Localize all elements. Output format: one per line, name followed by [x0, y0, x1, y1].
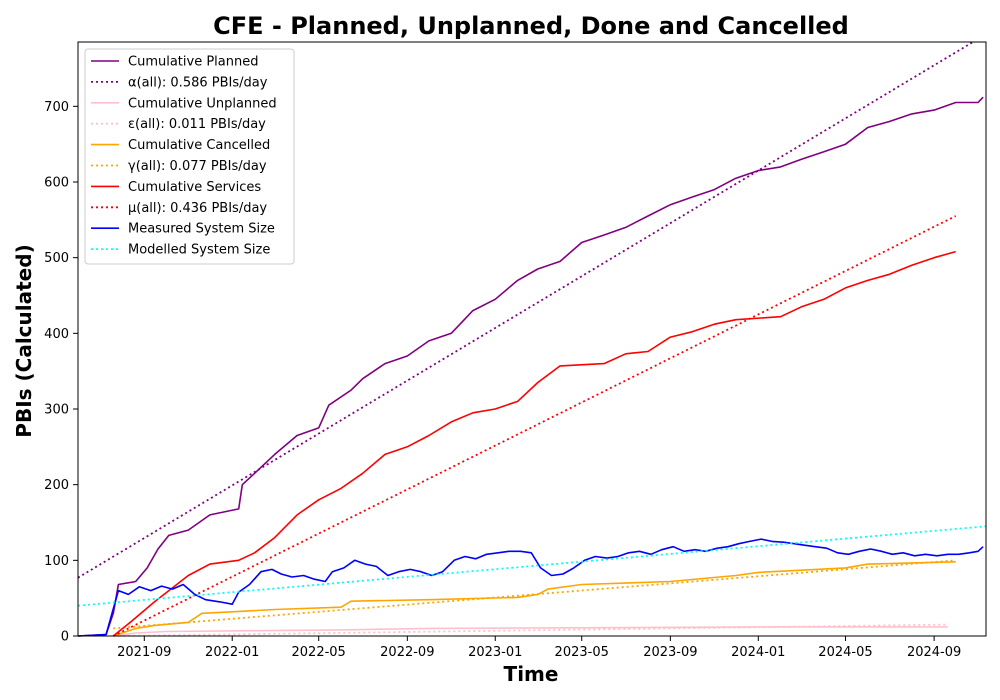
- axis-ticks: 2021-09 2022-01 2022-05 2022-09 2023-01 2023-…: [44, 100, 961, 660]
- x-tick-label: 2023-01: [468, 645, 522, 660]
- y-tick-label: 500: [44, 251, 69, 266]
- y-tick-label: 300: [44, 402, 69, 417]
- series-line-0: [77, 96, 984, 637]
- series-line-6: [112, 250, 956, 637]
- x-tick-label: 2024-09: [907, 645, 961, 660]
- x-tick-label: 2023-09: [643, 645, 697, 660]
- legend-label: Cumulative Services: [128, 180, 261, 195]
- x-tick-label: 2022-01: [205, 645, 259, 660]
- series-line-7: [112, 215, 957, 637]
- x-tick-label: 2022-09: [380, 645, 434, 660]
- chart-title: CFE - Planned, Unplanned, Done and Cance…: [213, 12, 849, 40]
- legend-label: Cumulative Planned: [128, 55, 258, 70]
- y-tick-label: 200: [44, 478, 69, 493]
- legend-label: Cumulative Unplanned: [128, 96, 277, 111]
- y-tick-label: 0: [61, 630, 69, 645]
- plot-frame: [77, 41, 987, 637]
- x-axis-label: Time: [504, 662, 559, 686]
- legend-box: [84, 48, 295, 265]
- x-tick-label: 2022-05: [292, 645, 346, 660]
- legend-label: α(all): 0.586 PBIs/day: [128, 75, 268, 90]
- legend-label: γ(all): 0.077 PBIs/day: [128, 159, 267, 174]
- series-line-1: [77, 41, 974, 579]
- series-line-9: [77, 525, 987, 607]
- legend-label: μ(all): 0.436 PBIs/day: [128, 201, 267, 216]
- series-group: [77, 41, 987, 637]
- series-line-8: [77, 538, 984, 637]
- series-line-2: [113, 626, 948, 637]
- legend-label: Measured System Size: [128, 222, 275, 237]
- series-line-3: [113, 623, 948, 637]
- y-tick-label: 700: [44, 100, 69, 115]
- legend-label: Modelled System Size: [128, 243, 270, 258]
- y-tick-label: 600: [44, 175, 69, 190]
- y-axis-label: PBIs (Calculated): [12, 244, 36, 437]
- x-tick-label: 2021-09: [117, 645, 171, 660]
- legend-label: ε(all): 0.011 PBIs/day: [128, 117, 266, 132]
- y-tick-label: 100: [44, 554, 69, 569]
- legend: Cumulative Planned α(all): 0.586 PBIs/day…: [84, 48, 295, 265]
- y-tick-label: 400: [44, 327, 69, 342]
- series-line-5: [113, 559, 956, 630]
- x-tick-label: 2024-05: [818, 645, 872, 660]
- x-tick-label: 2023-05: [555, 645, 609, 660]
- x-tick-label: 2024-01: [731, 645, 785, 660]
- legend-label: Cumulative Cancelled: [128, 138, 270, 153]
